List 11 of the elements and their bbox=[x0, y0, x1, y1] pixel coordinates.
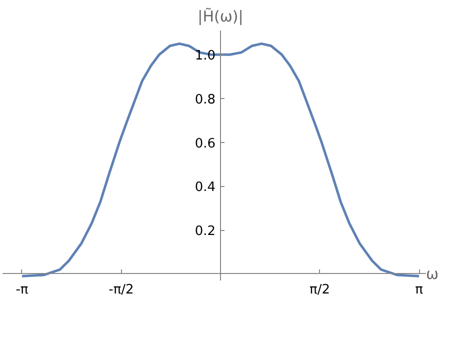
y-tick-label: 0.4 bbox=[194, 180, 216, 196]
x-tick-label: -π bbox=[16, 282, 28, 298]
y-tick-label: 0.8 bbox=[194, 92, 216, 108]
y-axis-title: |H̃(ω)| bbox=[198, 6, 244, 26]
y-tick-label: 0.2 bbox=[194, 224, 216, 240]
line-series bbox=[20, 42, 420, 278]
x-axis-title: ω bbox=[426, 264, 438, 283]
x-tick-label: π bbox=[415, 282, 424, 298]
x-tick-label: -π/2 bbox=[108, 282, 134, 298]
x-tick-label: π/2 bbox=[310, 282, 330, 298]
y-tick-label: 0.6 bbox=[194, 136, 216, 152]
